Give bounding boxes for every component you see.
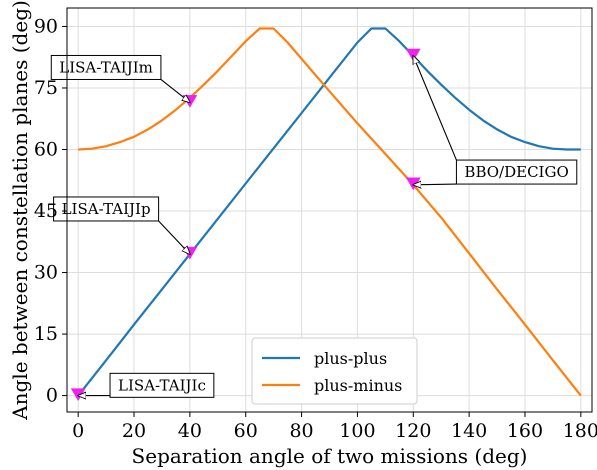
plot-frame bbox=[66, 7, 593, 413]
legend: plus-plus plus-minus bbox=[251, 337, 418, 405]
annotation-box bbox=[53, 196, 160, 222]
point-marker bbox=[70, 388, 86, 402]
x-tick-label: 40 bbox=[178, 420, 202, 442]
x-tick-label: 160 bbox=[507, 420, 543, 442]
annotation-lisa-taijic: LISA-TAIJIc bbox=[109, 372, 215, 398]
legend-entry-plus-plus: plus-plus bbox=[314, 349, 387, 368]
legend-entry-plus-minus: plus-minus bbox=[314, 376, 402, 395]
point-marker bbox=[405, 48, 421, 62]
x-axis-label: Separation angle of two missions (deg) bbox=[132, 444, 528, 468]
y-axis-label: Angle between constellation planes (deg) bbox=[8, 0, 32, 421]
annotation-arrow bbox=[413, 56, 457, 161]
annotation-arrow bbox=[160, 79, 190, 102]
x-tick-label: 60 bbox=[234, 420, 258, 442]
annotation-label: BBO/DECIGO bbox=[464, 163, 568, 181]
annotation-arrow bbox=[158, 220, 190, 254]
point-marker bbox=[405, 177, 421, 191]
annotation-lisa-taijip: LISA-TAIJIp bbox=[53, 196, 160, 222]
series-line-plus-minus bbox=[78, 27, 582, 397]
x-tick-label: 20 bbox=[122, 420, 146, 442]
y-tick-label: 75 bbox=[34, 77, 58, 99]
y-tick-label: 90 bbox=[34, 15, 58, 37]
y-tick-label: 0 bbox=[46, 385, 58, 407]
y-tick-label: 45 bbox=[34, 200, 58, 222]
series-layer bbox=[77, 27, 582, 397]
annotation-arrow bbox=[413, 184, 457, 185]
series-line-plus-plus bbox=[77, 27, 581, 397]
y-tick-label: 30 bbox=[34, 262, 58, 284]
annotation-label: LISA-TAIJIc bbox=[118, 376, 206, 394]
annotation-label: LISA-TAIJIp bbox=[62, 200, 151, 218]
annotation-label: LISA-TAIJIm bbox=[59, 58, 153, 76]
annotation-layer: LISA-TAIJIm LISA-TAIJIp LISA-TAIJIc BBO/DEC… bbox=[50, 54, 578, 398]
annotation-box bbox=[455, 159, 578, 185]
y-tick-label: 15 bbox=[34, 323, 58, 345]
annotation-box bbox=[50, 54, 162, 80]
x-tick-label: 180 bbox=[563, 420, 597, 442]
tick-layer: 0 20 40 60 80 100 120 140 160 180 0 15 30 45 60 75 90 bbox=[34, 15, 597, 442]
x-tick-label: 0 bbox=[72, 420, 84, 442]
annotation-box bbox=[109, 372, 215, 398]
x-tick-label: 100 bbox=[339, 420, 375, 442]
x-tick-label: 120 bbox=[395, 420, 431, 442]
x-tick-label: 80 bbox=[289, 420, 313, 442]
annotation-lisa-taijim: LISA-TAIJIm bbox=[50, 54, 162, 80]
legend-box bbox=[251, 337, 418, 405]
annotation-bbo-decigo: BBO/DECIGO bbox=[455, 159, 578, 185]
x-tick-label: 140 bbox=[451, 420, 487, 442]
y-tick-label: 60 bbox=[34, 139, 58, 161]
